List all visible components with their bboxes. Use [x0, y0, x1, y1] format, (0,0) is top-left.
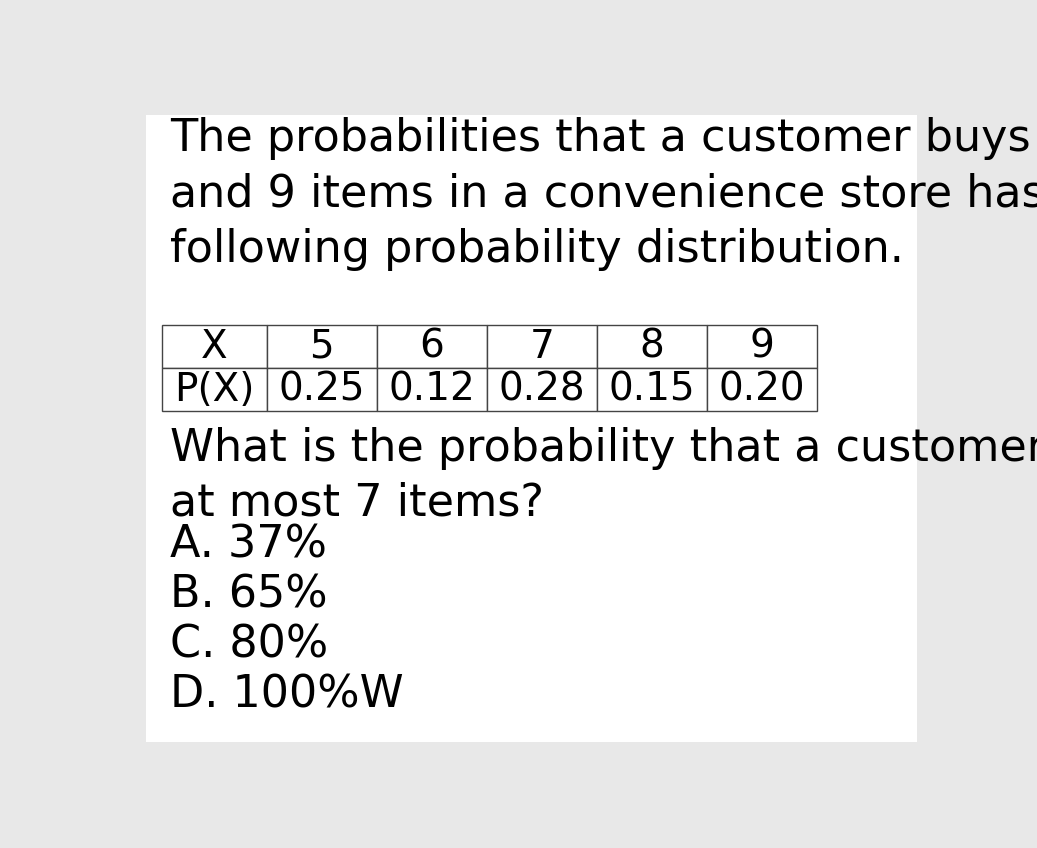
Text: D. 100%W: D. 100%W	[170, 674, 403, 717]
Bar	[162, 325, 267, 368]
Text: X: X	[201, 327, 228, 365]
Bar	[267, 325, 376, 368]
Bar	[267, 368, 376, 411]
Bar	[487, 325, 597, 368]
Text: and 9 items in a convenience store has the: and 9 items in a convenience store has t…	[170, 173, 1037, 215]
Text: 8: 8	[640, 327, 665, 365]
Bar	[162, 368, 267, 411]
Bar	[707, 325, 817, 368]
Text: B. 65%: B. 65%	[170, 574, 328, 616]
Text: 9: 9	[750, 327, 775, 365]
Text: The probabilities that a customer buys 5,6,7, 8,: The probabilities that a customer buys 5…	[170, 117, 1037, 160]
FancyBboxPatch shape	[145, 114, 918, 742]
Text: 0.25: 0.25	[279, 371, 365, 409]
Text: 7: 7	[530, 327, 555, 365]
Text: 0.15: 0.15	[609, 371, 695, 409]
Bar	[597, 325, 707, 368]
Text: P(X): P(X)	[174, 371, 255, 409]
Text: 5: 5	[309, 327, 334, 365]
Text: following probability distribution.: following probability distribution.	[170, 228, 904, 271]
Text: at most 7 items?: at most 7 items?	[170, 482, 544, 524]
Text: 0.20: 0.20	[719, 371, 806, 409]
Text: 0.28: 0.28	[499, 371, 585, 409]
Text: What is the probability that a customer will buy: What is the probability that a customer …	[170, 427, 1037, 471]
Text: 0.12: 0.12	[389, 371, 475, 409]
Text: 6: 6	[419, 327, 444, 365]
Bar	[707, 368, 817, 411]
Bar	[487, 368, 597, 411]
Bar	[376, 368, 487, 411]
Bar	[376, 325, 487, 368]
Text: C. 80%: C. 80%	[170, 624, 328, 667]
Text: A. 37%: A. 37%	[170, 524, 327, 566]
Bar	[597, 368, 707, 411]
